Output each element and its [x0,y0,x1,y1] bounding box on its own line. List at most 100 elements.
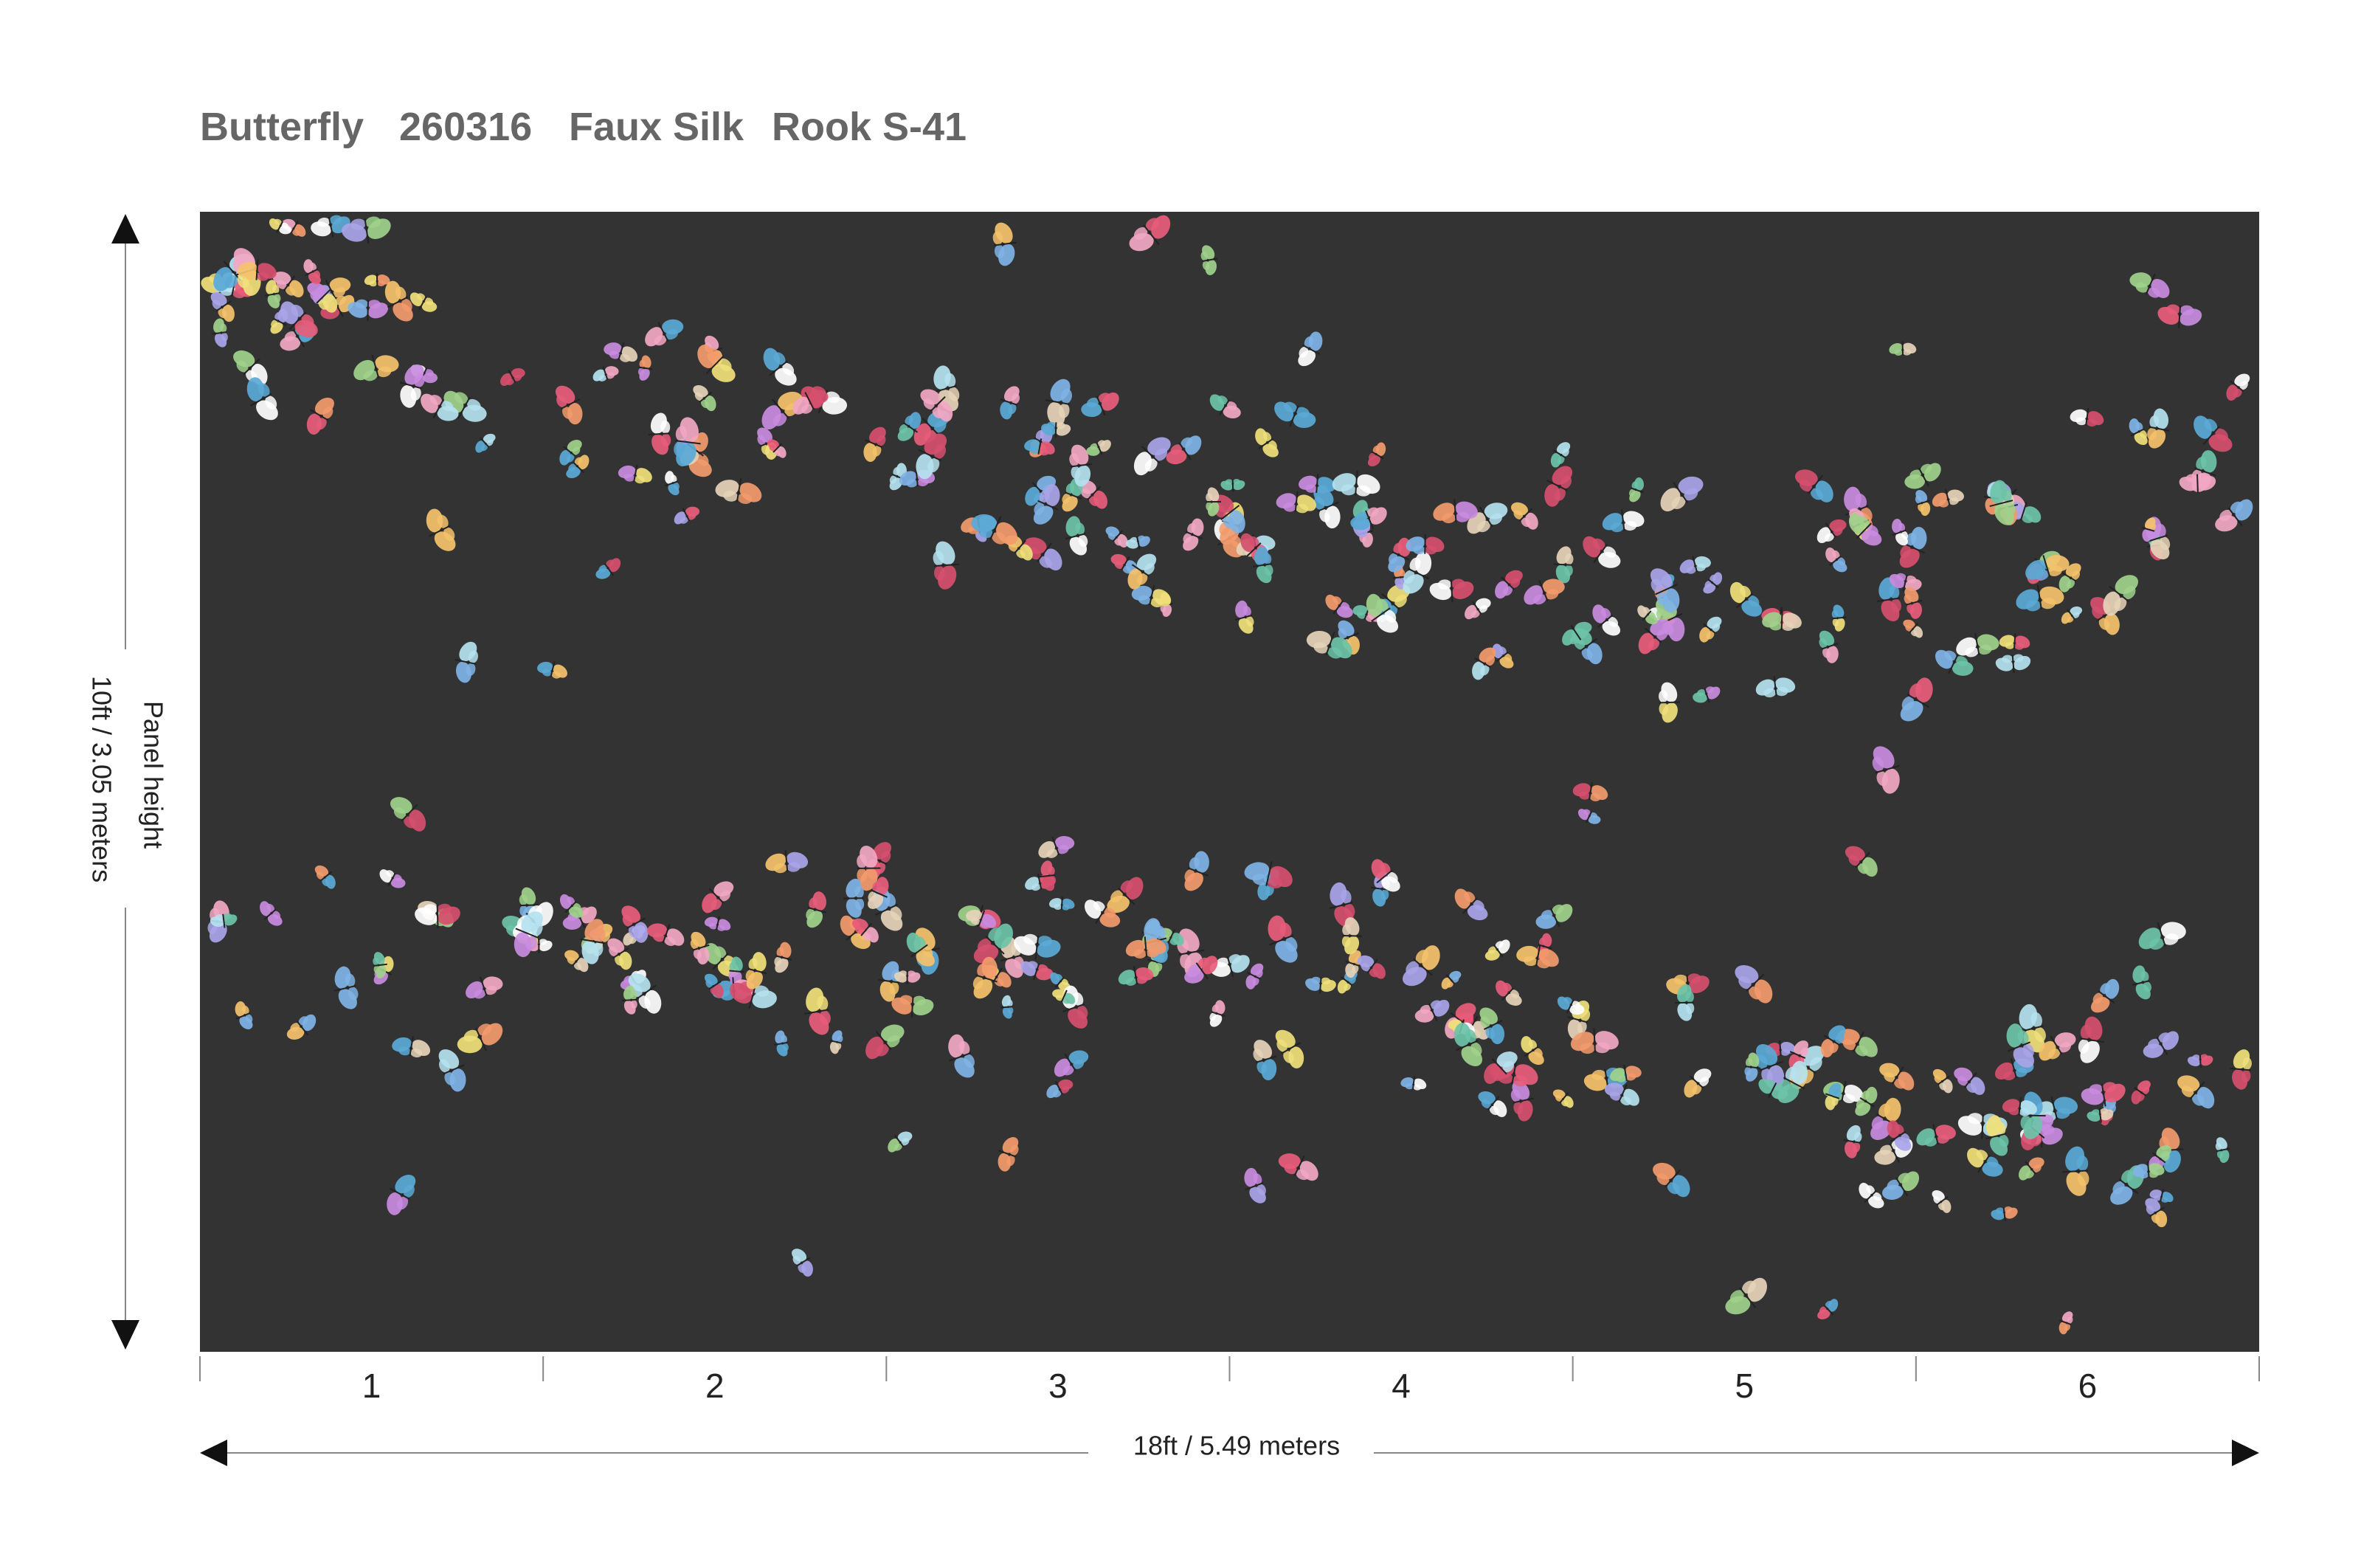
wing [1705,686,1715,694]
butterfly [992,222,1017,266]
wing [1648,638,1660,651]
butterfly [1954,1067,1985,1095]
body [1936,1196,1949,1206]
body [933,385,957,393]
body [1355,470,1358,496]
wing [1299,346,1309,358]
wing [606,559,615,567]
wing [2067,616,2074,623]
wing [1944,650,1957,661]
body [475,1027,487,1051]
wing [2204,418,2218,432]
body [2109,585,2129,602]
wing [1534,1048,1543,1058]
wing [1580,1043,1595,1054]
wing [316,418,327,430]
wing [2048,1049,2061,1060]
wing [875,862,886,874]
wing [348,987,359,1001]
wing [1065,483,1075,494]
body [1329,902,1353,910]
wing [782,1043,789,1051]
body [2101,1083,2106,1107]
wing [1262,432,1272,442]
wing [1934,1075,1942,1084]
body [1413,958,1434,976]
wing [1896,573,1907,581]
butterfly [767,439,787,458]
butterfly [1014,933,1061,960]
wing [2191,1094,2205,1106]
wing [1136,975,1148,984]
wing [1380,889,1389,901]
body [1255,1055,1277,1063]
wing [917,478,929,487]
butterfly [607,938,632,970]
arrowhead [111,1320,139,1350]
wing [2129,272,2151,288]
wing [272,284,280,294]
butterfly [1429,578,1474,603]
wing [363,370,378,381]
wing [825,391,840,404]
wing [1008,542,1018,552]
wing [1245,975,1256,990]
wing [1557,455,1565,465]
butterfly [2002,1097,2037,1116]
wing [664,936,676,946]
body [1366,959,1378,974]
wing [2149,1170,2159,1178]
wing [877,435,886,446]
wing [769,444,776,452]
wing [1685,991,1694,1003]
wing [1577,1020,1587,1034]
body [273,318,287,326]
wing [1656,1172,1670,1186]
butterfly [806,891,827,928]
butterfly [1872,746,1900,794]
body [2002,1206,2006,1221]
wing [236,360,249,373]
body [2134,1087,2146,1096]
body [1269,934,1294,946]
body [2194,467,2216,477]
wing [1191,518,1204,536]
butterfly [1278,1153,1318,1181]
body [1054,422,1057,438]
wing [1278,1153,1301,1170]
wing [395,286,407,300]
butterfly [1904,463,1941,489]
wing [2022,514,2033,523]
wing [781,1035,787,1043]
wing [761,444,770,455]
wing [1387,871,1398,883]
wing [1244,1167,1258,1187]
body [429,525,451,537]
wing [2056,1108,2070,1119]
wing [1369,969,1378,978]
body [1340,976,1353,987]
wing [245,1014,253,1023]
wing [887,1035,900,1048]
wing [868,891,877,902]
butterfly [1441,970,1462,990]
wing [894,1143,902,1151]
wing [1810,488,1823,500]
wing [1692,1085,1702,1095]
butterfly [648,412,671,455]
wing [1659,702,1669,716]
wing [1861,1091,1870,1100]
wing [1341,936,1351,947]
wing [978,525,993,539]
body [563,446,576,457]
butterfly [1916,1124,1956,1147]
wing [511,367,525,379]
butterfly [697,345,736,382]
wing [1769,621,1782,631]
wing [1785,1066,1797,1081]
wing [221,332,228,342]
wing [1372,445,1380,454]
body [985,936,1005,955]
body [1316,474,1319,493]
body [975,974,998,983]
